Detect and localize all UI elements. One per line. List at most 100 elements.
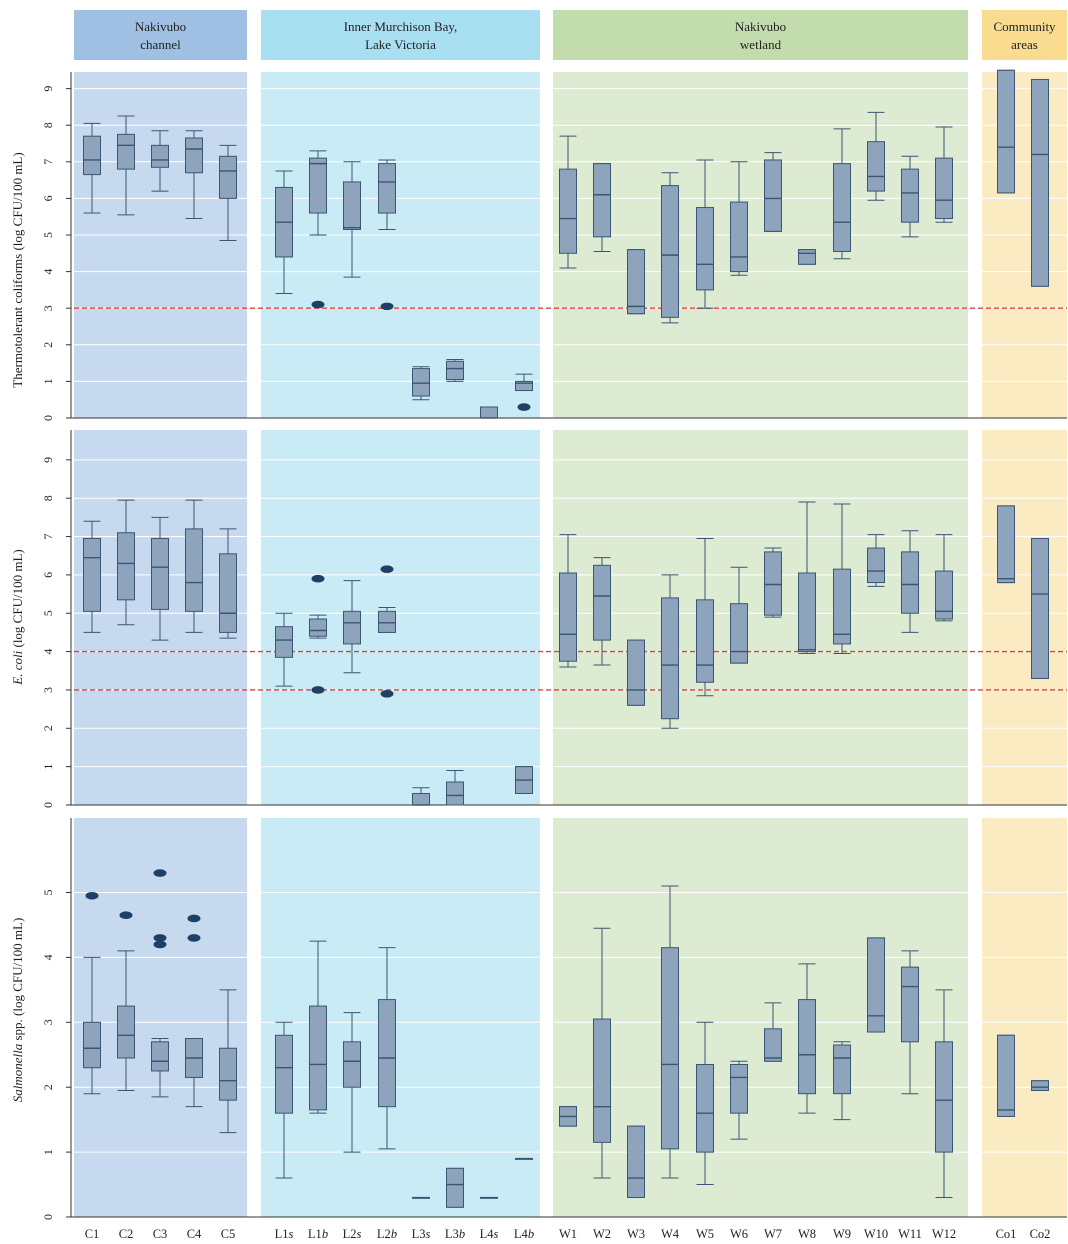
box-iqr — [901, 551, 919, 614]
box-W5 — [696, 159, 714, 309]
box-iqr — [343, 610, 361, 645]
box-iqr — [378, 999, 396, 1108]
box-L4s — [480, 1196, 498, 1199]
y-tick-label: 7 — [41, 534, 55, 540]
panel-wetland — [553, 430, 968, 805]
x-tick-label: L4s — [480, 1227, 499, 1241]
box-L2b — [378, 947, 396, 1150]
box-W8 — [798, 249, 816, 265]
outlier-point — [311, 574, 325, 583]
box-iqr — [627, 1125, 645, 1199]
box-iqr — [867, 141, 885, 192]
y-tick-label: 9 — [41, 86, 55, 92]
x-tick-label: W5 — [696, 1227, 714, 1241]
box-W9 — [833, 128, 851, 260]
box-iqr — [593, 163, 611, 238]
group-header-wetland: Nakivubo wetland — [553, 10, 968, 60]
box-W4 — [661, 172, 679, 324]
y-tick-label: 3 — [41, 687, 55, 693]
box-W8 — [798, 963, 816, 1114]
y-tick-label: 0 — [41, 415, 55, 421]
panel-community — [982, 430, 1067, 805]
box-iqr — [117, 1005, 135, 1059]
x-tick-label-suffix: s — [357, 1227, 362, 1241]
box-Co1 — [997, 505, 1015, 584]
panel-bay — [261, 430, 540, 805]
x-tick-label: L1s — [275, 1227, 294, 1241]
chart-row-3: 0 1 2 3 4 5 Salmonella spp. (log CFU/100 mL) — [10, 818, 1067, 1220]
box-W12 — [935, 534, 953, 622]
x-tick-label: W7 — [764, 1227, 782, 1241]
x-tick-label-base: W3 — [627, 1227, 645, 1241]
outlier-point — [311, 686, 325, 694]
box-iqr — [219, 553, 237, 633]
outlier-point — [187, 934, 201, 942]
x-tick-label-suffix: s — [289, 1227, 294, 1241]
box-C2 — [117, 115, 135, 216]
x-tick-label-base: C4 — [187, 1227, 202, 1241]
x-category-labels: C1 C2 C3 C4 C5 L1s L1b L2s L2b L3s L3b L4s L4b W1 W2 W3… — [85, 1227, 1051, 1241]
box-W10 — [867, 534, 885, 587]
box-W2 — [593, 927, 611, 1179]
box-iqr — [83, 1021, 101, 1069]
x-tick-label-base: W4 — [661, 1227, 680, 1241]
group-header-line2: wetland — [740, 37, 782, 52]
box-iqr — [309, 157, 327, 214]
y-tick-label: 5 — [41, 610, 55, 616]
box-iqr — [833, 163, 851, 252]
x-tick-label: L2s — [343, 1227, 362, 1241]
x-tick-label-base: L4 — [480, 1227, 495, 1241]
box-iqr — [661, 597, 679, 720]
box-iqr — [309, 1005, 327, 1111]
box-W9 — [833, 1041, 851, 1121]
box-C3 — [151, 516, 169, 641]
x-tick-label: L2b — [377, 1227, 397, 1241]
box-iqr — [83, 135, 101, 176]
box-C3 — [151, 869, 169, 1098]
box-iqr — [798, 572, 816, 653]
box-W11 — [901, 950, 919, 1095]
x-tick-label: W10 — [864, 1227, 888, 1241]
y-axis-label-italic: E. coli — [10, 650, 25, 685]
panel-wetland — [553, 818, 968, 1217]
box-iqr — [275, 1034, 293, 1114]
group-header-bg — [553, 10, 968, 60]
box-C3 — [151, 130, 169, 192]
box-W1 — [559, 1106, 577, 1127]
outlier-point — [311, 300, 325, 309]
box-iqr — [151, 537, 169, 610]
x-tick-label: W12 — [932, 1227, 956, 1241]
box-iqr — [833, 1044, 851, 1095]
box-iqr — [696, 599, 714, 683]
box-L3b — [446, 358, 464, 382]
outlier-point — [153, 869, 167, 877]
box-W7 — [764, 1002, 782, 1062]
box-iqr — [446, 360, 464, 381]
y-axis-label: E. coli (log CFU/100 mL) — [10, 549, 25, 685]
box-iqr — [997, 1034, 1015, 1117]
box-iqr — [185, 137, 203, 174]
box-L3s — [412, 787, 430, 806]
y-tick-label: 1 — [41, 1149, 55, 1155]
box-L4b — [515, 373, 533, 411]
box-iqr — [696, 1063, 714, 1153]
x-tick-label: C2 — [119, 1227, 134, 1241]
box-Co2 — [1031, 1080, 1049, 1091]
box-W1 — [559, 534, 577, 668]
x-tick-label: W6 — [730, 1227, 748, 1241]
panel-bay — [261, 72, 540, 418]
box-L1s — [275, 1021, 293, 1179]
box-C5 — [219, 989, 237, 1134]
x-tick-label-suffix: s — [426, 1227, 431, 1241]
x-tick-label: W3 — [627, 1227, 645, 1241]
x-tick-label: W4 — [661, 1227, 680, 1241]
panel-channel — [74, 72, 247, 418]
box-iqr — [219, 155, 237, 199]
box-L2s — [343, 1012, 361, 1153]
box-iqr — [412, 368, 430, 397]
x-tick-label: L4b — [514, 1227, 534, 1241]
x-tick-label: Co1 — [996, 1227, 1017, 1241]
x-tick-label-base: W11 — [898, 1227, 922, 1241]
box-iqr — [798, 249, 816, 265]
box-L1b — [309, 574, 327, 694]
